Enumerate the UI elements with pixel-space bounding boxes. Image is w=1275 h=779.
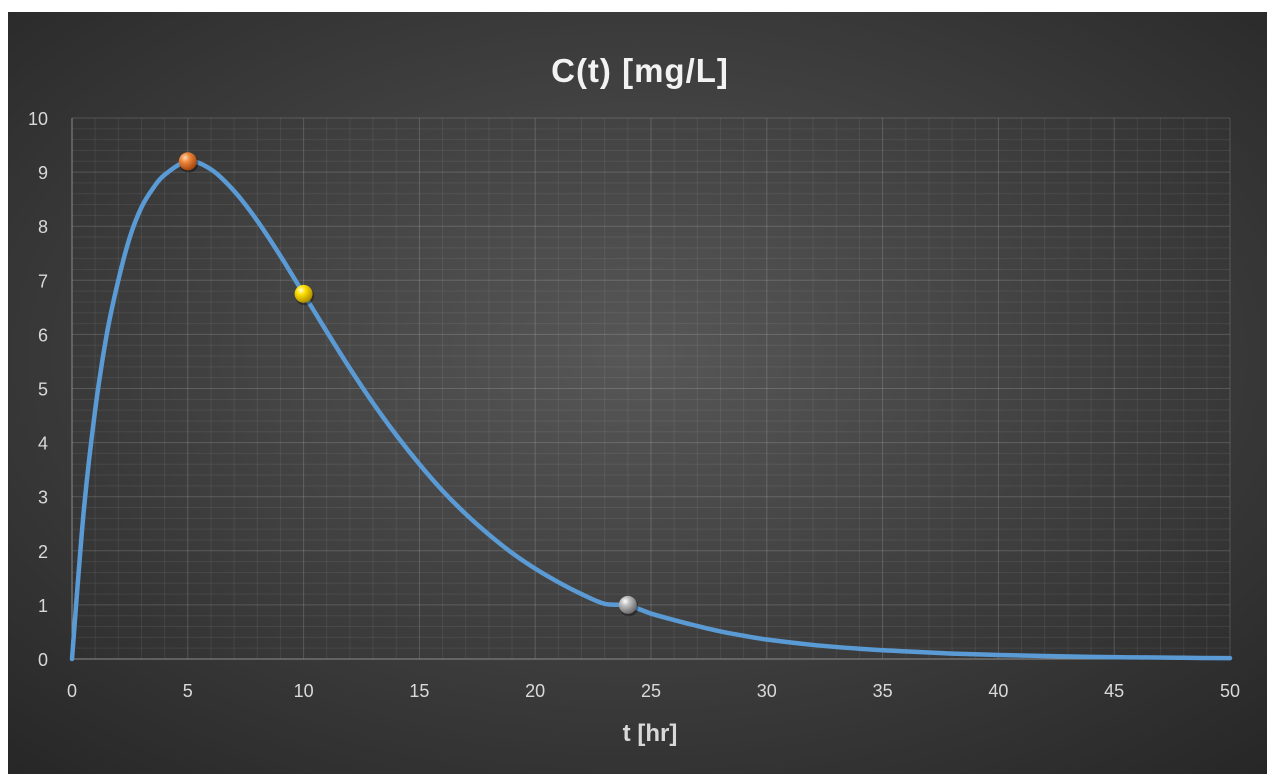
highlight-points bbox=[178, 152, 639, 617]
chart-title: C(t) [mg/L] bbox=[551, 52, 729, 89]
axes bbox=[71, 118, 1230, 660]
x-tick-label: 35 bbox=[873, 681, 893, 701]
y-tick-labels: 0 1 2 3 4 5 6 7 8 9 10 bbox=[28, 109, 48, 670]
highlight-point bbox=[294, 284, 313, 303]
highlight-point bbox=[178, 152, 197, 171]
y-tick-label: 4 bbox=[38, 434, 48, 454]
x-tick-label: 25 bbox=[641, 681, 661, 701]
y-tick-label: 10 bbox=[28, 109, 48, 129]
x-tick-label: 15 bbox=[409, 681, 429, 701]
y-tick-label: 2 bbox=[38, 542, 48, 562]
y-tick-label: 3 bbox=[38, 488, 48, 508]
y-tick-label: 5 bbox=[38, 380, 48, 400]
x-tick-label: 40 bbox=[988, 681, 1008, 701]
y-tick-label: 8 bbox=[38, 217, 48, 237]
y-tick-label: 7 bbox=[38, 271, 48, 291]
chart-background bbox=[8, 12, 1267, 774]
x-tick-label: 5 bbox=[183, 681, 193, 701]
y-tick-label: 0 bbox=[38, 650, 48, 670]
y-tick-label: 1 bbox=[38, 596, 48, 616]
x-tick-label: 50 bbox=[1220, 681, 1240, 701]
x-tick-labels: 0 5 10 15 20 25 30 35 40 45 50 bbox=[67, 681, 1240, 701]
series-line bbox=[69, 158, 1233, 662]
minor-gridlines bbox=[72, 118, 1230, 659]
x-tick-label: 30 bbox=[757, 681, 777, 701]
x-tick-label: 20 bbox=[525, 681, 545, 701]
highlight-point bbox=[618, 595, 637, 614]
y-tick-label: 6 bbox=[38, 325, 48, 345]
x-axis-label: t [hr] bbox=[623, 720, 678, 747]
y-tick-label: 9 bbox=[38, 163, 48, 183]
x-tick-label: 0 bbox=[67, 681, 77, 701]
x-tick-label: 45 bbox=[1104, 681, 1124, 701]
x-tick-label: 10 bbox=[294, 681, 314, 701]
series-layer bbox=[69, 158, 1233, 662]
